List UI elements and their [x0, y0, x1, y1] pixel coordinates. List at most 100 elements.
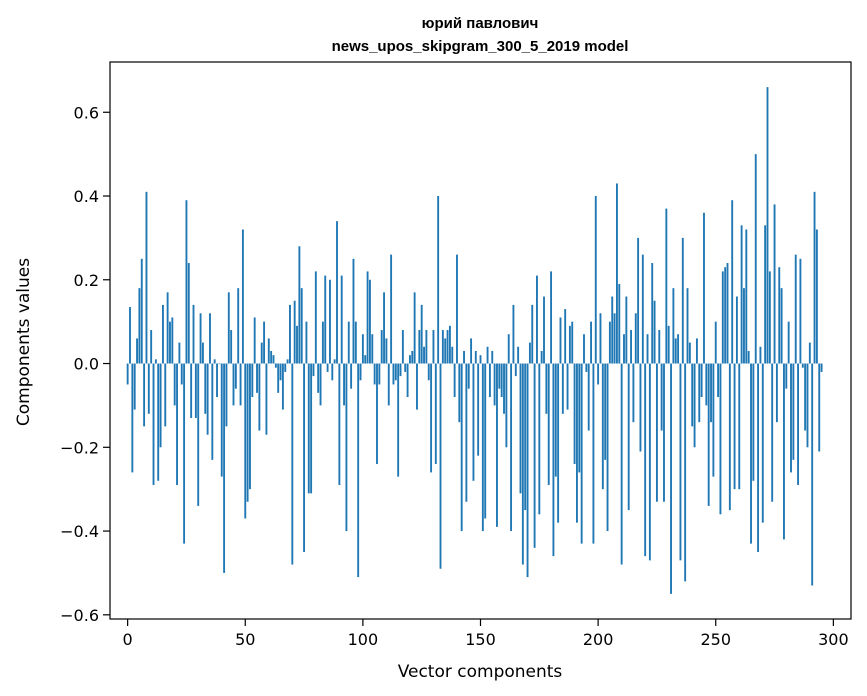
bar	[484, 363, 487, 519]
bar	[554, 363, 557, 477]
bar	[613, 313, 616, 364]
bar	[585, 363, 588, 372]
bar	[147, 363, 150, 414]
x-axis: 0 50 100 150 200 250 300	[123, 619, 849, 649]
bar	[159, 363, 162, 448]
bar	[611, 296, 614, 364]
bar	[345, 363, 348, 532]
bar	[815, 229, 818, 364]
bar	[724, 267, 727, 364]
bar	[408, 355, 411, 364]
bar	[623, 334, 625, 364]
x-axis-label: Vector components	[398, 662, 563, 682]
bar	[578, 363, 581, 473]
bar	[307, 363, 310, 494]
bar	[338, 363, 341, 485]
bar	[481, 363, 484, 532]
bar	[688, 342, 691, 364]
bar	[630, 330, 632, 364]
bar	[359, 363, 362, 381]
bar	[496, 363, 498, 527]
bar	[733, 363, 736, 490]
bar	[423, 346, 425, 364]
bar	[265, 363, 268, 435]
bar	[161, 304, 164, 364]
bar	[684, 363, 687, 582]
bar	[211, 363, 214, 460]
bar	[218, 363, 221, 365]
bar	[241, 229, 244, 364]
bar	[284, 363, 287, 372]
bar	[719, 363, 722, 515]
bar	[808, 342, 811, 364]
bar	[681, 237, 684, 364]
bar	[303, 363, 306, 552]
bar	[519, 363, 522, 494]
bar	[620, 363, 623, 565]
bar	[811, 363, 814, 586]
bar	[660, 363, 663, 431]
bar	[169, 321, 171, 364]
y-tick-label: −0.4	[60, 522, 99, 541]
bar	[230, 330, 233, 364]
bar	[710, 363, 712, 423]
bar	[270, 350, 273, 364]
bar	[738, 363, 741, 490]
bar	[463, 350, 465, 364]
bar	[401, 330, 404, 364]
bar	[427, 363, 430, 381]
bar	[503, 363, 505, 414]
bar	[317, 363, 320, 393]
bar	[564, 309, 567, 364]
bar	[173, 363, 176, 406]
bar	[547, 363, 550, 485]
bar	[743, 288, 745, 364]
bar	[677, 334, 680, 364]
bar	[277, 363, 280, 393]
bar	[524, 363, 527, 511]
bar	[806, 363, 809, 448]
bar	[399, 363, 402, 377]
bar	[590, 321, 592, 364]
bar	[434, 363, 437, 465]
bar	[387, 363, 390, 406]
bar	[740, 225, 743, 364]
bar	[750, 363, 752, 544]
bar	[592, 363, 595, 544]
y-tick-label: 0.0	[74, 355, 99, 374]
bar	[129, 307, 131, 364]
bar	[272, 355, 275, 364]
x-tick-label: 250	[700, 630, 731, 649]
bar	[411, 350, 414, 364]
bar	[728, 363, 731, 511]
bar	[164, 363, 167, 427]
y-tick-label: −0.2	[60, 438, 99, 457]
bar	[531, 304, 534, 364]
y-axis-label: Components values	[14, 258, 34, 426]
bar	[512, 304, 515, 364]
bar	[373, 363, 376, 385]
bar	[385, 338, 388, 364]
bar	[185, 200, 188, 364]
bar	[321, 321, 324, 364]
bar	[380, 330, 383, 364]
bar	[700, 363, 703, 398]
bar	[352, 258, 355, 364]
bar	[693, 363, 696, 448]
bar	[658, 330, 661, 364]
bar	[150, 330, 153, 364]
bar	[616, 183, 618, 364]
bar	[780, 288, 783, 364]
bar	[601, 363, 604, 490]
bar	[634, 313, 637, 364]
bar	[291, 363, 294, 565]
x-tick-label: 100	[348, 630, 379, 649]
bar	[194, 363, 197, 418]
bar	[413, 292, 416, 364]
bar	[726, 263, 729, 364]
bar	[237, 288, 240, 364]
bar	[404, 363, 407, 372]
bar	[406, 363, 409, 398]
bar	[792, 363, 795, 460]
bar	[797, 363, 800, 485]
